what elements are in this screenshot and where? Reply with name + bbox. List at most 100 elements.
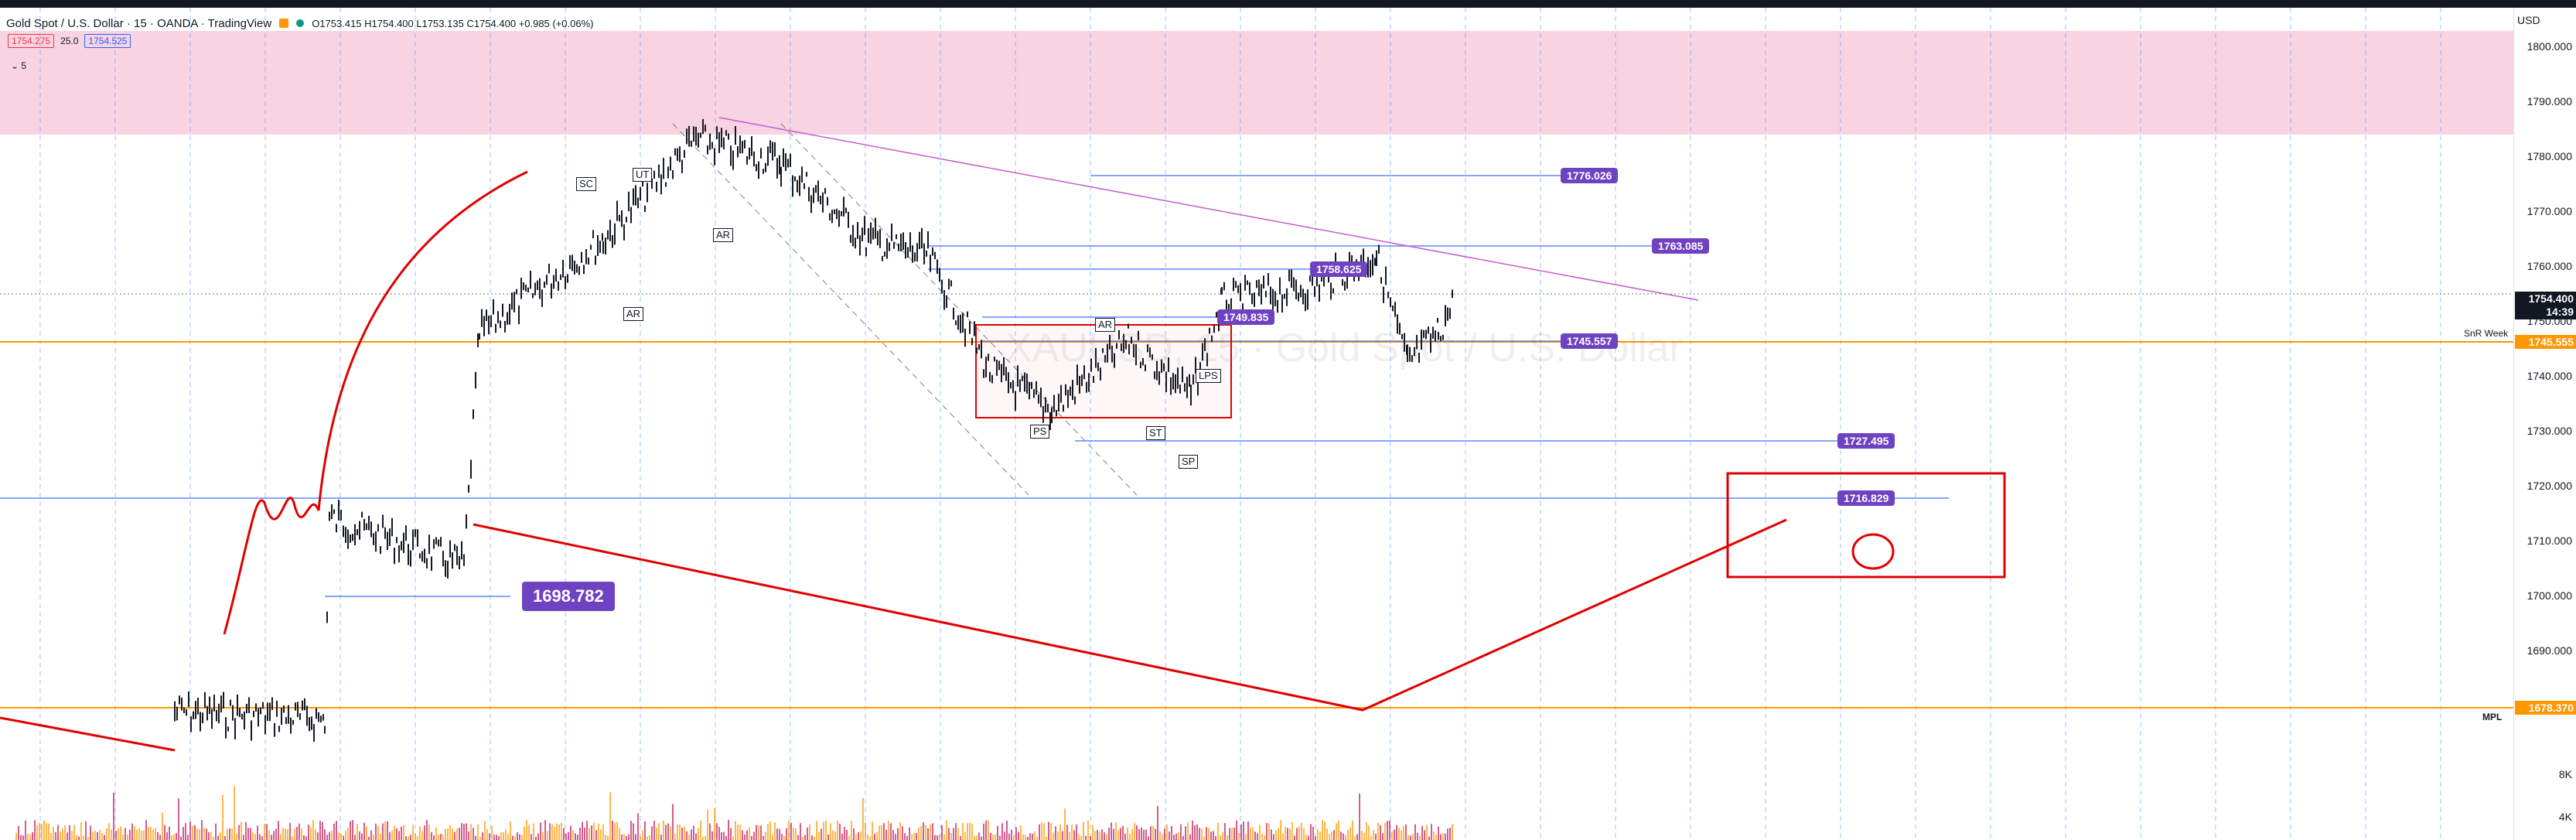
chevron-down-icon[interactable]: ⌄	[11, 60, 19, 71]
volume-bar	[1347, 829, 1349, 840]
marker-ut[interactable]: UT	[633, 168, 653, 182]
volume-bar	[296, 826, 298, 840]
volume-bar	[1308, 835, 1309, 840]
volume-bar	[549, 823, 551, 840]
volume-bar	[883, 823, 885, 840]
volume-bar	[825, 820, 827, 840]
volume-bar	[663, 820, 664, 840]
volume-bar	[1278, 828, 1279, 840]
volume-bar	[498, 836, 500, 840]
marker-ar-low[interactable]: AR	[623, 307, 644, 321]
volume-bar	[846, 830, 848, 840]
level-label-1745[interactable]: 1745.557	[1561, 333, 1619, 349]
volume-bar	[941, 825, 943, 840]
volume-bar	[1157, 806, 1158, 840]
volume-bar	[164, 825, 165, 840]
volume-bar	[570, 825, 571, 840]
volume-bar	[737, 825, 739, 840]
volume-bar	[431, 831, 432, 840]
marker-ar-mid[interactable]: AR	[1095, 318, 1116, 332]
volume-bar	[556, 823, 558, 840]
volume-bar	[1097, 829, 1098, 840]
volume-bar	[169, 826, 170, 840]
volume-bar	[1145, 829, 1147, 840]
volume-bar	[913, 832, 915, 840]
volume-bar	[988, 820, 989, 840]
volume-bar	[869, 836, 871, 840]
supply-zone	[0, 31, 2513, 135]
volume-bar	[1361, 831, 1363, 840]
volume-bar	[410, 835, 411, 840]
symbol-title[interactable]: Gold Spot / U.S. Dollar · 15 · OANDA · T…	[6, 16, 272, 30]
marker-lps[interactable]: LPS	[1196, 369, 1221, 383]
level-label-1716[interactable]: 1716.829	[1837, 490, 1895, 506]
volume-bar	[565, 833, 567, 840]
volume-bar	[920, 826, 922, 840]
volume-bar	[911, 834, 913, 840]
volume-bar	[1264, 835, 1265, 840]
volume-bar	[1352, 820, 1353, 840]
level-label-1776[interactable]: 1776.026	[1561, 168, 1619, 183]
volume-bar	[1122, 825, 1124, 840]
volume-bar	[229, 828, 230, 840]
level-label-1698[interactable]: 1698.782	[522, 582, 615, 611]
volume-bar	[259, 834, 261, 840]
volume-bar	[1447, 828, 1448, 840]
chart-canvas[interactable]	[0, 8, 2513, 840]
volume-bar	[415, 833, 416, 840]
volume-bar	[1238, 832, 1240, 840]
volume-bar	[500, 831, 502, 840]
volume-bar	[87, 836, 89, 840]
volume-bar	[1227, 835, 1228, 840]
bid-price[interactable]: 1754.275	[8, 34, 55, 48]
volume-bar	[1029, 833, 1031, 840]
volume-bar	[537, 833, 539, 840]
ask-price[interactable]: 1754.525	[84, 34, 131, 48]
bar-countdown: 14:39	[2546, 306, 2574, 318]
symbol-legend[interactable]: Gold Spot / U.S. Dollar · 15 · OANDA · T…	[6, 12, 594, 34]
volume-bar	[1349, 827, 1351, 840]
price-axis[interactable]: USD 1800.000 1790.000 1780.000 1770.000 1760…	[2513, 8, 2576, 840]
volume-bar	[1261, 833, 1263, 840]
level-label-1727[interactable]: 1727.495	[1837, 433, 1895, 449]
indicator-toggle[interactable]: ⌄ 5	[11, 60, 26, 71]
volume-bar	[1275, 830, 1277, 840]
marker-st[interactable]: ST	[1146, 426, 1165, 440]
marker-sc[interactable]: SC	[576, 177, 597, 191]
volume-bar	[1053, 832, 1054, 840]
volume-bar	[950, 832, 952, 840]
volume-bar	[60, 831, 61, 840]
volume-bar	[946, 820, 947, 840]
level-label-1758[interactable]: 1758.625	[1310, 261, 1368, 277]
volume-bar	[670, 826, 671, 840]
volume-bar	[677, 824, 678, 840]
volume-bar	[148, 827, 149, 840]
marker-ps[interactable]: PS	[1030, 425, 1050, 439]
volume-bar	[438, 835, 439, 840]
volume-bar	[359, 831, 360, 840]
axis-currency[interactable]: USD	[2517, 14, 2540, 26]
volume-bar	[55, 832, 56, 840]
marker-ar-top[interactable]: AR	[713, 228, 734, 242]
volume-bar	[1087, 820, 1089, 840]
volume-bar	[1078, 834, 1080, 840]
volume-bar	[1090, 836, 1091, 840]
volume-bar	[1148, 836, 1149, 840]
volume-bar	[1247, 821, 1249, 840]
level-label-1749[interactable]: 1749.835	[1217, 309, 1275, 325]
volume-bar	[1417, 832, 1418, 840]
volume-bar	[398, 831, 400, 840]
price-chart[interactable]: XAUUSD, 15 · Gold Spot / U.S. Dollar 177…	[0, 8, 2513, 840]
volume-bar	[1338, 820, 1339, 840]
volume-bar	[774, 822, 776, 840]
volume-bar	[440, 833, 442, 840]
level-label-1763[interactable]: 1763.085	[1652, 238, 1710, 254]
volume-bar	[1391, 831, 1393, 840]
volume-bar	[1280, 820, 1281, 840]
marker-sp[interactable]: SP	[1179, 455, 1199, 469]
volume-bar	[162, 812, 163, 840]
volume-bar	[1310, 824, 1312, 840]
volume-bar	[377, 825, 379, 840]
volume-bar	[1173, 835, 1175, 840]
volume-bar	[171, 835, 172, 840]
